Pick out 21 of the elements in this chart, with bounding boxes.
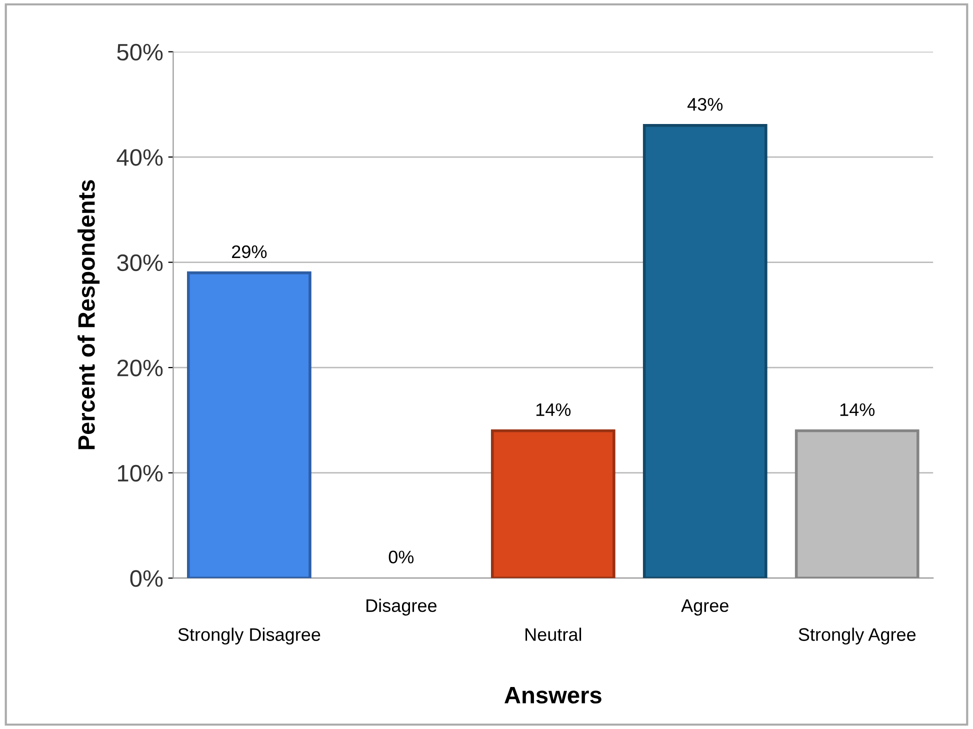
x-tick-label: Strongly Disagree <box>178 628 320 645</box>
data-label: 14% <box>840 403 875 416</box>
bar <box>642 124 768 578</box>
data-label: 29% <box>232 245 267 258</box>
y-axis-title: Percent of Respondents <box>78 180 100 450</box>
x-tick-label: Neutral <box>526 628 582 641</box>
data-label: 43% <box>687 98 723 111</box>
x-tick-label: Strongly Agree <box>798 628 916 645</box>
x-tick-label: Agree <box>681 599 728 616</box>
data-label: 14% <box>536 403 571 416</box>
bar <box>187 271 312 578</box>
y-tick-label: 50% <box>117 44 163 61</box>
y-tick-label: 10% <box>118 464 163 482</box>
x-tick-label: Disagree <box>366 598 436 616</box>
y-tick-label: 40% <box>116 149 163 166</box>
data-label: 0% <box>388 550 414 564</box>
y-tick-label: 20% <box>117 360 163 376</box>
y-tick-label: 30% <box>117 254 163 272</box>
x-axis-title: Answers <box>504 687 602 704</box>
bar <box>490 429 616 578</box>
y-tick-label: 0% <box>130 570 163 587</box>
